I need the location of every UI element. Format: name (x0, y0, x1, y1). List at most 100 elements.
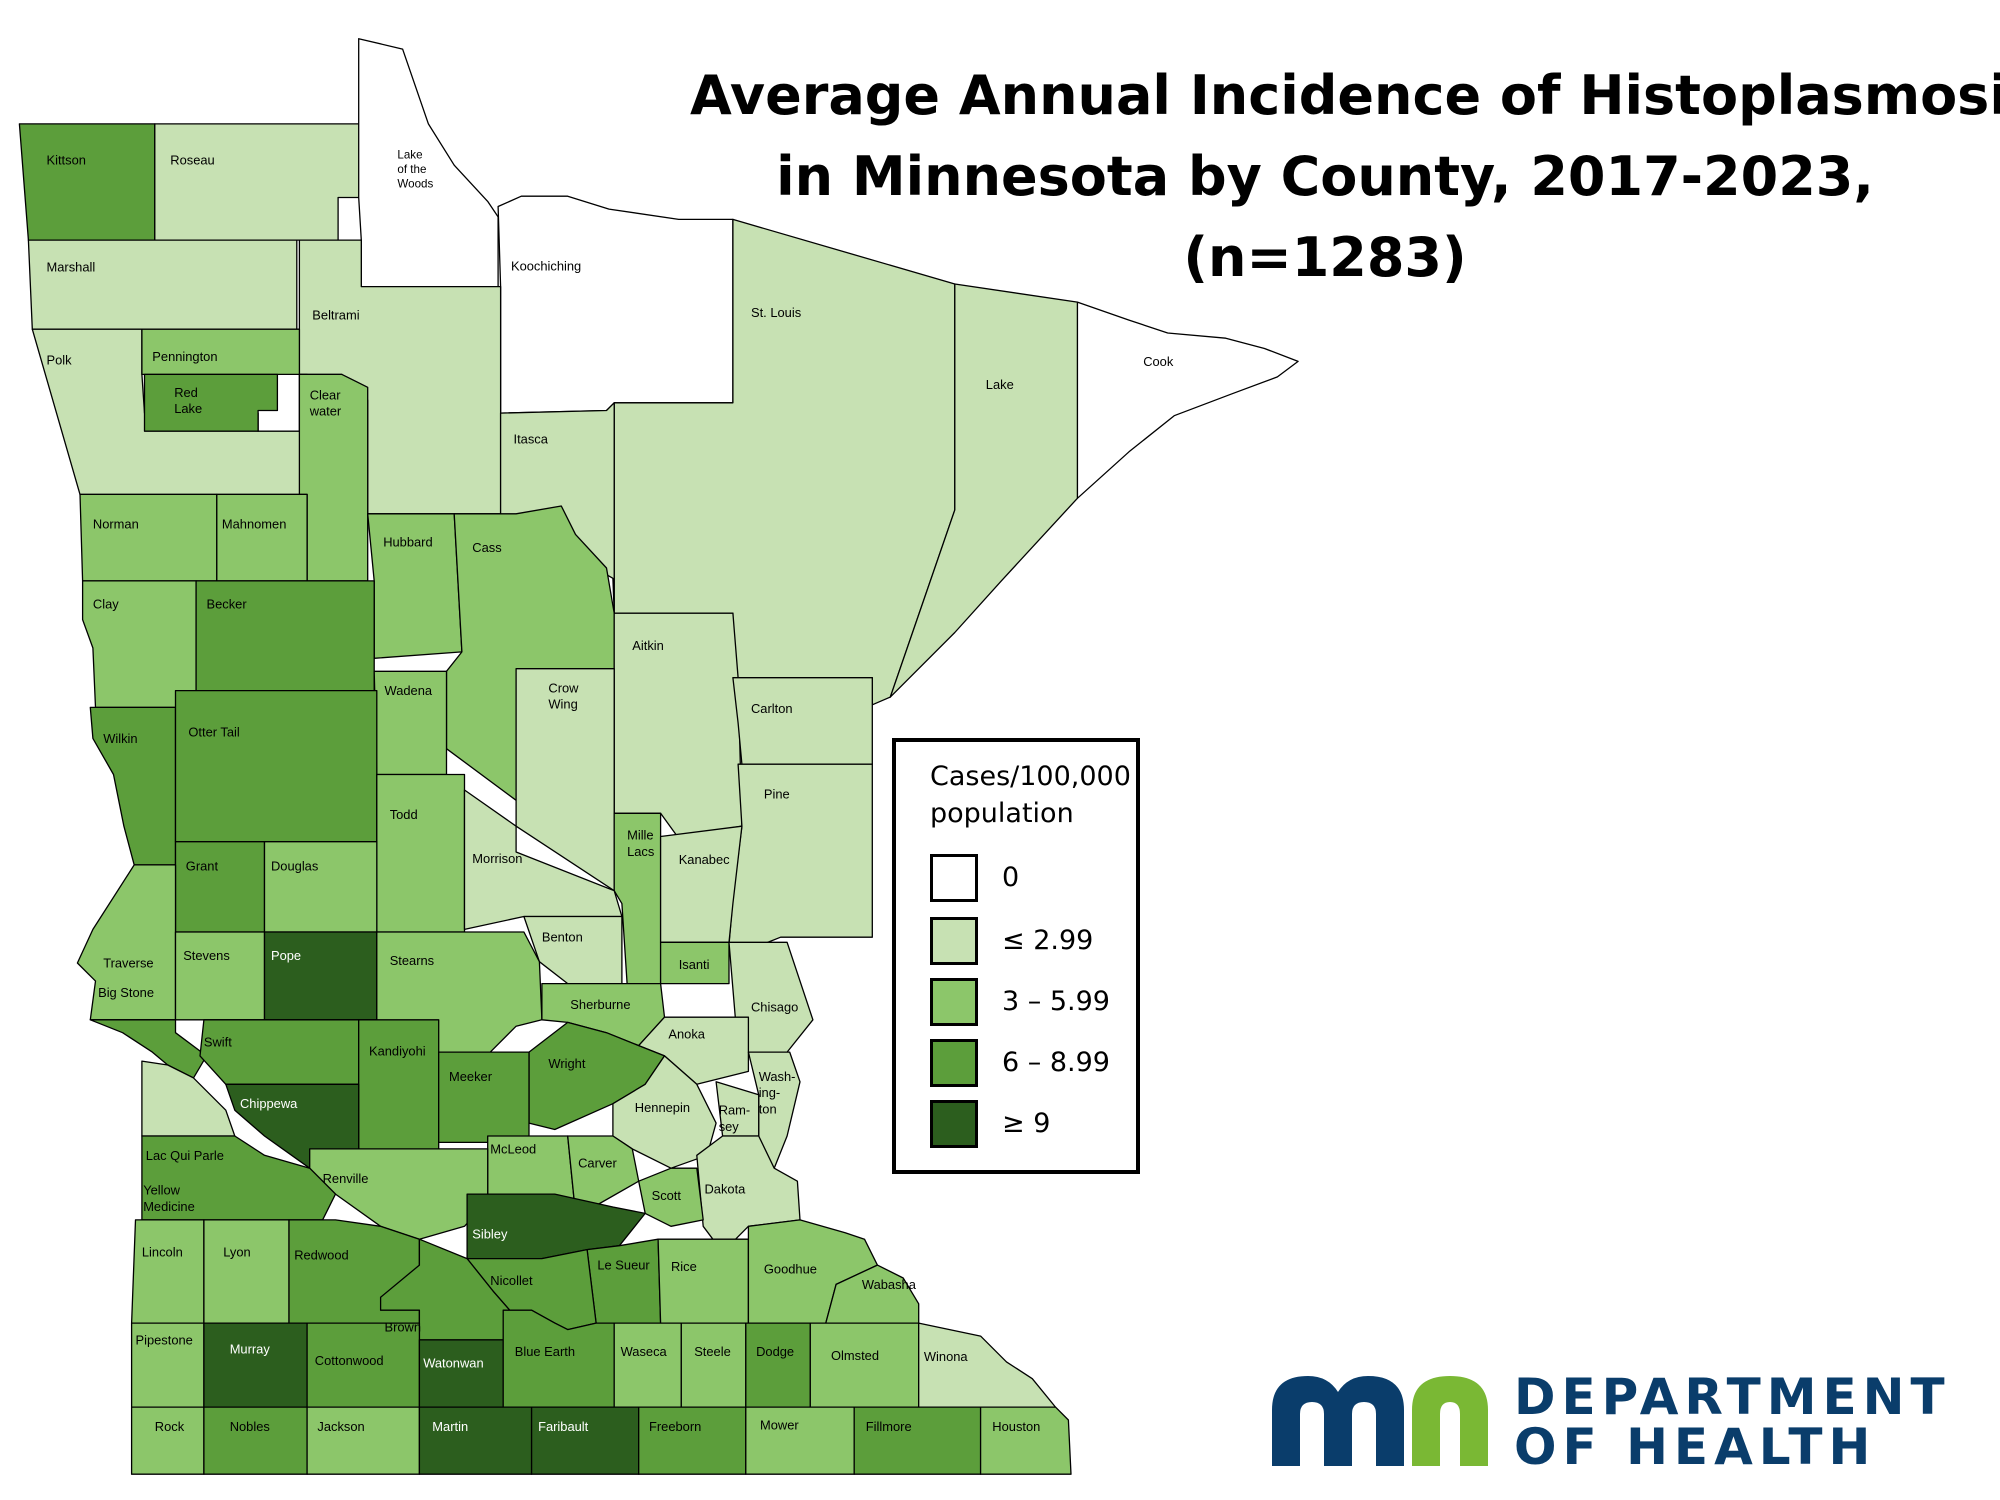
county-label-steele: Steele (694, 1344, 731, 1359)
county-grant (174, 841, 266, 933)
county-kanabec (659, 825, 743, 943)
county-faribault (530, 1406, 640, 1475)
logo-text-department: DEPARTMENT (1514, 1368, 1951, 1426)
county-label-le-sueur: Le Sueur (597, 1258, 650, 1273)
county-label-lincoln: Lincoln (142, 1245, 183, 1260)
logo-n-letter (1412, 1376, 1488, 1466)
county-otter-tail (174, 689, 378, 843)
county-freeborn (638, 1406, 747, 1475)
county-roseau (154, 123, 362, 241)
logo-text-of-health: OF HEALTH (1514, 1418, 1877, 1476)
legend-swatch (930, 1039, 978, 1087)
county-carver (567, 1135, 640, 1208)
county-traverse (76, 864, 177, 1021)
county-label-mille-lacs: Mille Lacs (627, 828, 654, 859)
county-waseca (613, 1322, 682, 1408)
county-label-norman: Norman (93, 517, 139, 532)
county-label-roseau: Roseau (170, 153, 214, 168)
county-rice (657, 1238, 750, 1324)
county-label-chisago: Chisago (751, 999, 798, 1014)
county-label-mahnomen: Mahnomen (222, 517, 287, 532)
mn-logo-mark (1272, 1376, 1488, 1466)
legend-swatch (930, 917, 978, 965)
county-label-lake: Lake (986, 377, 1014, 392)
county-label-wright: Wright (548, 1056, 585, 1071)
legend-label: ≥ 9 (1002, 1108, 1051, 1139)
legend-label: 3 – 5.99 (1002, 986, 1110, 1017)
county-houston (979, 1406, 1072, 1475)
county-label-aitkin: Aitkin (632, 638, 664, 653)
county-label-olmsted: Olmsted (831, 1348, 879, 1363)
county-olmsted (809, 1322, 920, 1408)
county-fillmore (853, 1406, 982, 1475)
county-label-faribault: Faribault (538, 1419, 589, 1434)
county-label-douglas: Douglas (271, 859, 318, 874)
county-label-chippewa: Chippewa (240, 1096, 298, 1111)
county-martin (418, 1406, 533, 1475)
county-label-morrison: Morrison (472, 851, 522, 866)
logo-m-letter (1272, 1376, 1404, 1466)
county-le-sueur (586, 1238, 662, 1324)
county-label-murray: Murray (230, 1342, 271, 1357)
county-kandiyohi (358, 1019, 440, 1156)
county-label-rice: Rice (671, 1259, 697, 1274)
county-label-nicollet: Nicollet (490, 1273, 533, 1288)
county-label-polk: Polk (47, 353, 73, 368)
county-swift (199, 1019, 360, 1085)
county-label-wadena: Wadena (385, 683, 433, 698)
county-label-goodhue: Goodhue (764, 1262, 817, 1277)
county-label-anoka: Anoka (668, 1027, 705, 1042)
county-douglas (263, 841, 378, 933)
county-isanti (659, 941, 730, 985)
county-pine (728, 763, 873, 946)
county-steele (680, 1322, 747, 1408)
legend-title-line-1: Cases/100,000 (930, 761, 1131, 792)
county-label-martin: Martin (432, 1419, 468, 1434)
county-label-wilkin: Wilkin (103, 731, 137, 746)
county-label-renville: Renville (323, 1171, 369, 1186)
county-label-traverse: Traverse (103, 956, 153, 971)
county-label-rock: Rock (155, 1419, 185, 1434)
county-marshall (27, 239, 298, 330)
legend-label: 0 (1002, 862, 1020, 893)
county-label-lac-qui-parle: Lac Qui Parle (146, 1148, 224, 1163)
county-carlton (732, 677, 873, 765)
mdh-logo: DEPARTMENT OF HEALTH (1264, 1370, 1945, 1476)
legend-label: ≤ 2.99 (1002, 925, 1094, 956)
county-label-dakota: Dakota (705, 1181, 747, 1196)
county-red-lake (143, 373, 279, 432)
county-label-becker: Becker (207, 597, 248, 612)
county-pope (263, 931, 378, 1021)
county-mahnomen (216, 493, 308, 582)
county-label-pope: Pope (271, 948, 301, 963)
county-label-swift: Swift (204, 1034, 232, 1049)
county-label-cass: Cass (472, 540, 501, 555)
legend-swatch (930, 854, 978, 902)
county-lake-of-the-woods (358, 38, 499, 288)
county-stevens (174, 931, 266, 1021)
county-label-stearns: Stearns (390, 953, 434, 968)
county-label-itasca: Itasca (514, 431, 549, 446)
county-jackson (306, 1406, 421, 1475)
county-murray (203, 1322, 308, 1408)
county-label-st-louis: St. Louis (751, 305, 801, 320)
county-label-brown: Brown (385, 1320, 422, 1335)
county-todd (376, 773, 466, 933)
county-label-kanabec: Kanabec (679, 852, 730, 867)
county-label-meeker: Meeker (449, 1069, 493, 1084)
county-label-crow-wing: Crow Wing (548, 681, 579, 712)
county-label-carver: Carver (578, 1156, 617, 1171)
county-label-hubbard: Hubbard (383, 535, 432, 550)
county-label-cook: Cook (1143, 354, 1174, 369)
county-label-sherburne: Sherburne (570, 997, 630, 1012)
county-label-dodge: Dodge (756, 1344, 794, 1359)
county-label-benton: Benton (542, 930, 583, 945)
county-label-winona: Winona (924, 1349, 969, 1364)
county-label-kandiyohi: Kandiyohi (369, 1043, 426, 1058)
county-label-houston: Houston (992, 1419, 1040, 1434)
county-watonwan (418, 1339, 504, 1408)
county-label-ram-sey: Ram-sey (719, 1103, 751, 1134)
county-label-kittson: Kittson (47, 153, 86, 168)
